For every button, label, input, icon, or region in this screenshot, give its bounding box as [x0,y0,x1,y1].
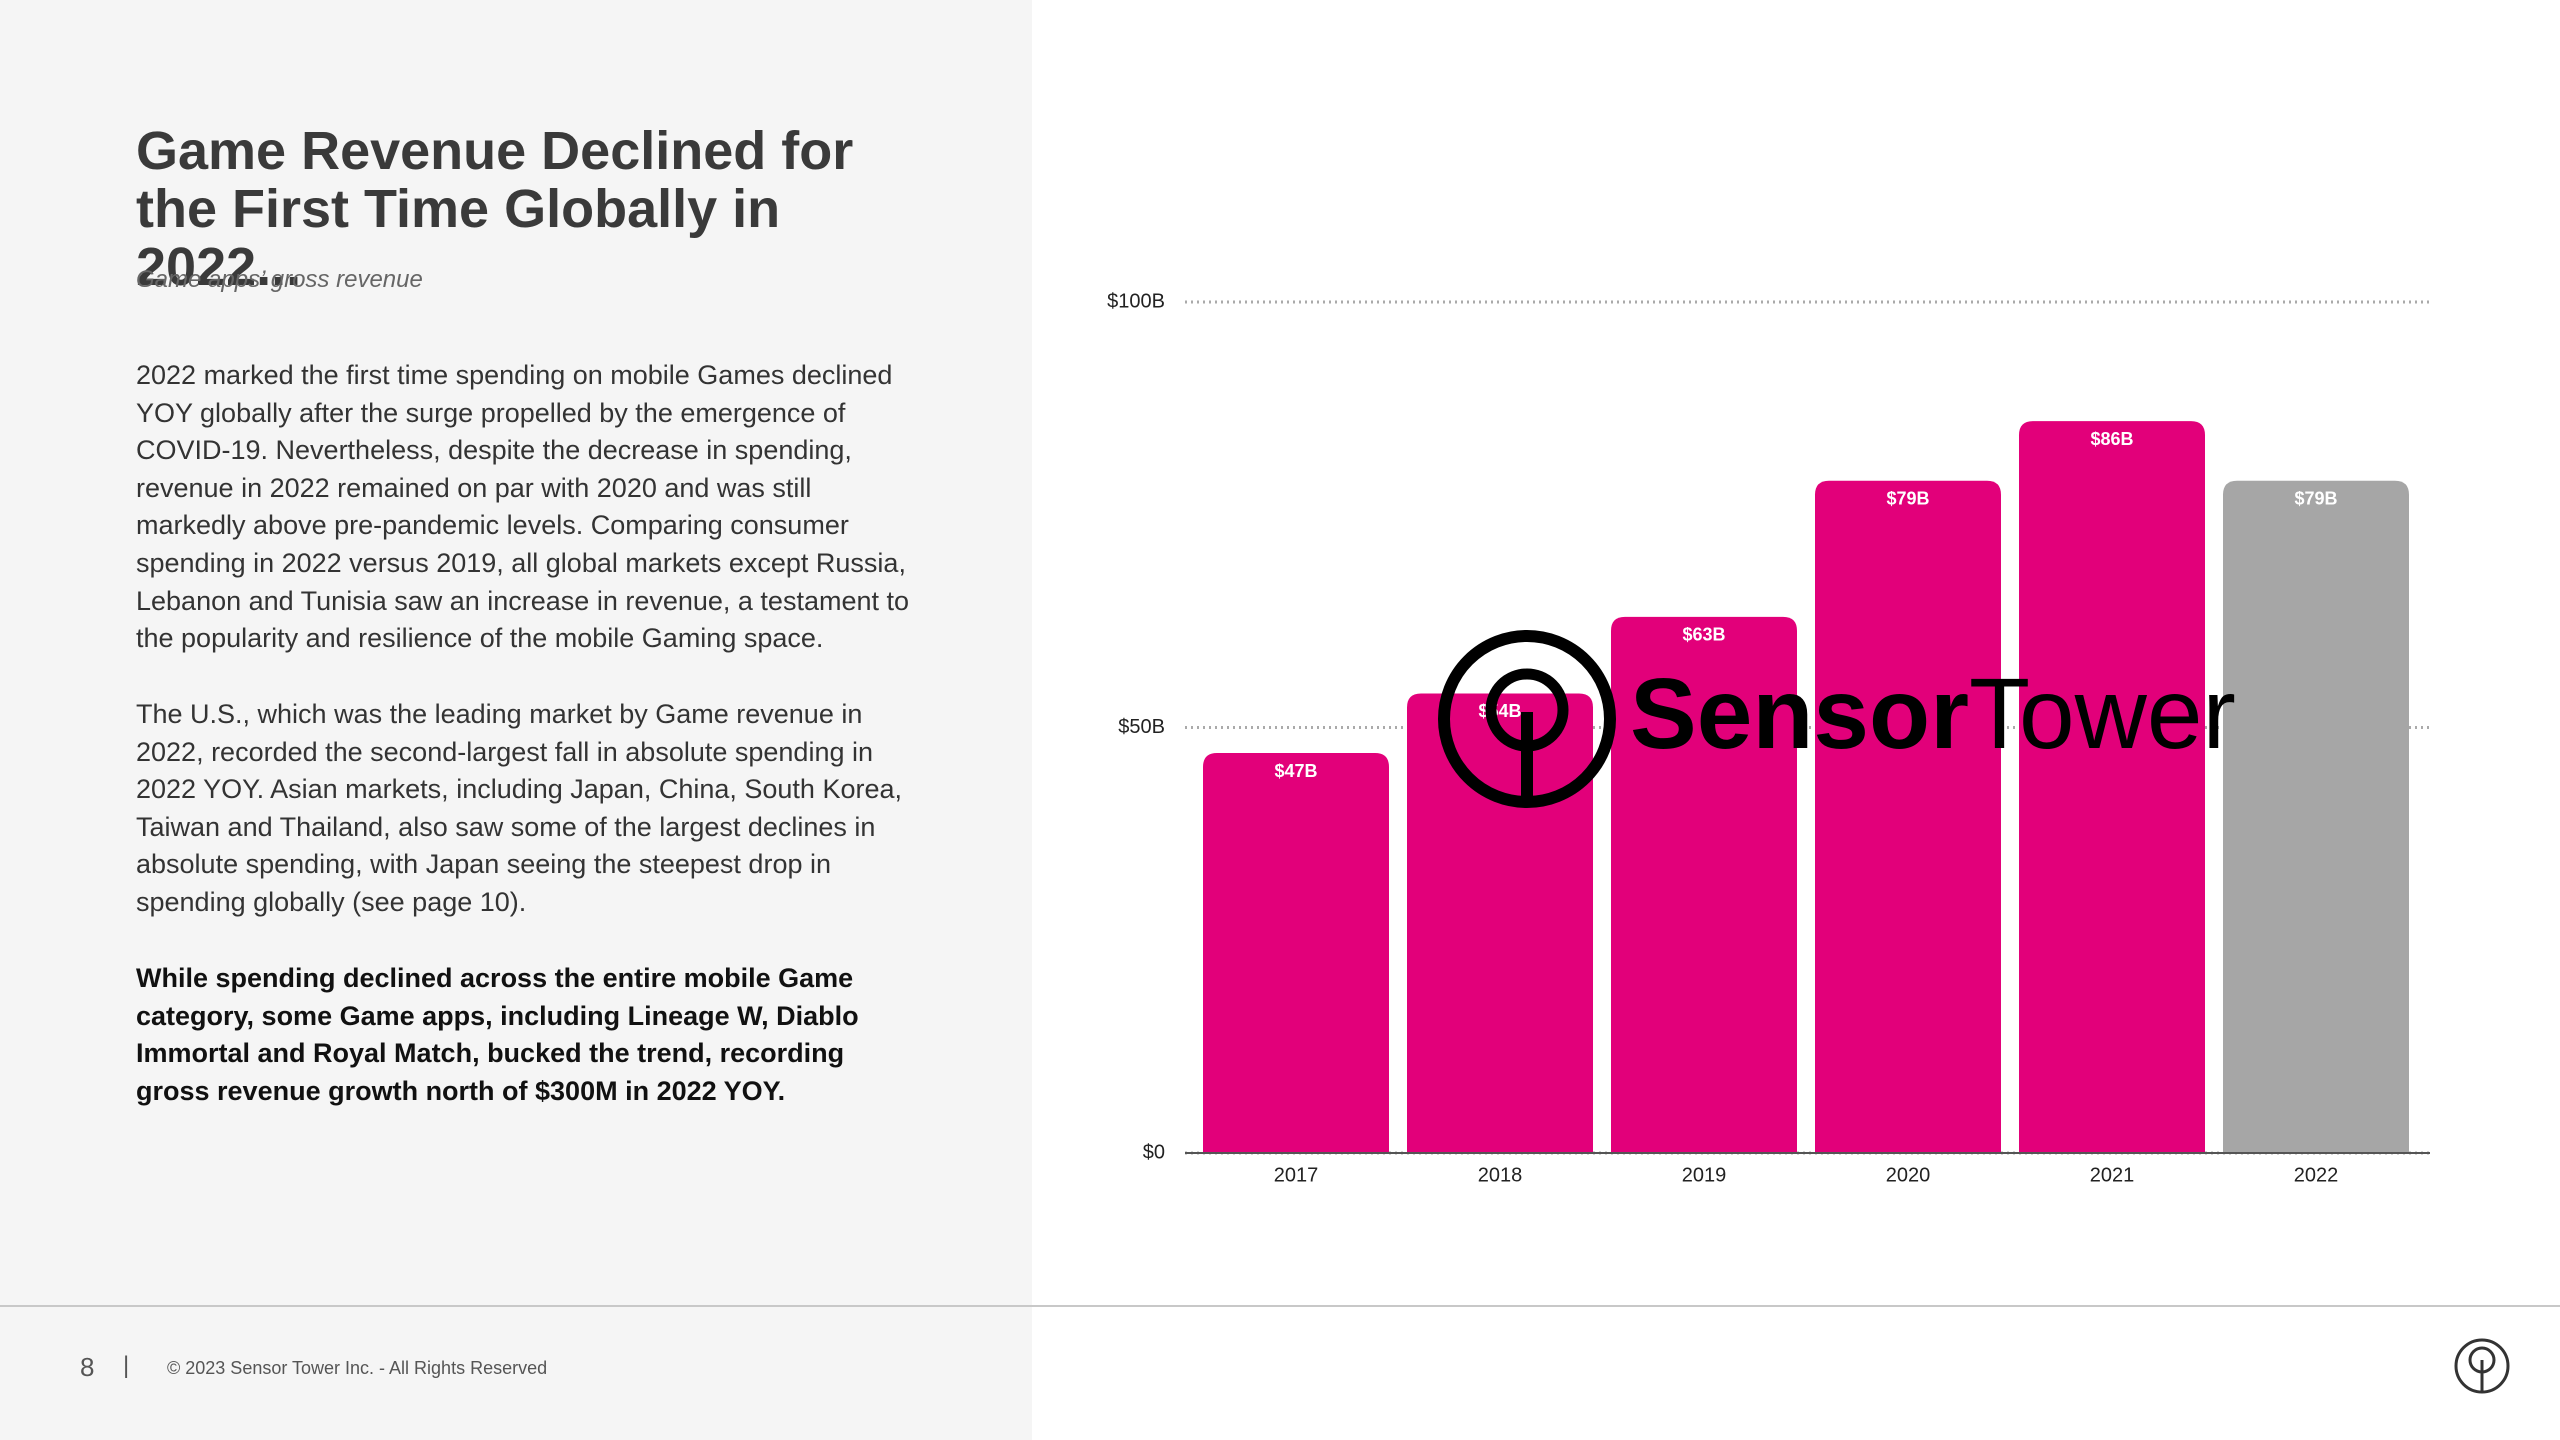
bar [1203,753,1389,1153]
value-label: $54B [1478,701,1521,721]
bar [2223,480,2409,1154]
watermark: SensorTower [1438,630,2236,808]
bar [1611,616,1797,1153]
y-tick-label: $0 [1143,1141,1165,1163]
paragraph: The U.S., which was the leading market b… [136,699,902,917]
footer-logo [2454,1338,2510,1394]
y-tick-label: $100B [1107,290,1165,312]
page-number: 8 [80,1352,95,1382]
x-tick-label: 2019 [1682,1164,1727,1186]
x-tick-label: 2017 [1274,1164,1319,1186]
value-label: $79B [1886,488,1929,508]
x-tick-label: 2021 [2090,1164,2135,1186]
copyright: © 2023 Sensor Tower Inc. - All Rights Re… [167,1358,548,1378]
bar [1815,480,2001,1154]
watermark-regular: Tower [1969,658,2236,770]
separator: | [123,1352,130,1379]
bar [2019,421,2205,1153]
value-label: $86B [2090,429,2133,449]
value-label: $63B [1682,625,1725,645]
highlight: While spending declined across the entir… [136,963,859,1106]
x-tick-label: 2020 [1886,1164,1931,1186]
bar [1407,693,1593,1153]
x-tick-label: 2022 [2294,1164,2339,1186]
x-tick-label: 2018 [1478,1164,1523,1186]
y-tick-label: $50B [1118,716,1165,738]
footer-rule [0,1305,2560,1307]
value-label: $79B [2294,488,2337,508]
left-panel [0,0,1032,1440]
watermark-bold: Sensor [1630,658,1969,770]
paragraph: 2022 marked the first time spending on m… [136,360,910,654]
title: Game Revenue Declined for the First Time… [136,121,854,297]
value-label: $47B [1274,761,1317,781]
watermark-text: SensorTower [1630,658,2236,770]
subtitle: Game apps’ gross revenue [136,266,423,293]
